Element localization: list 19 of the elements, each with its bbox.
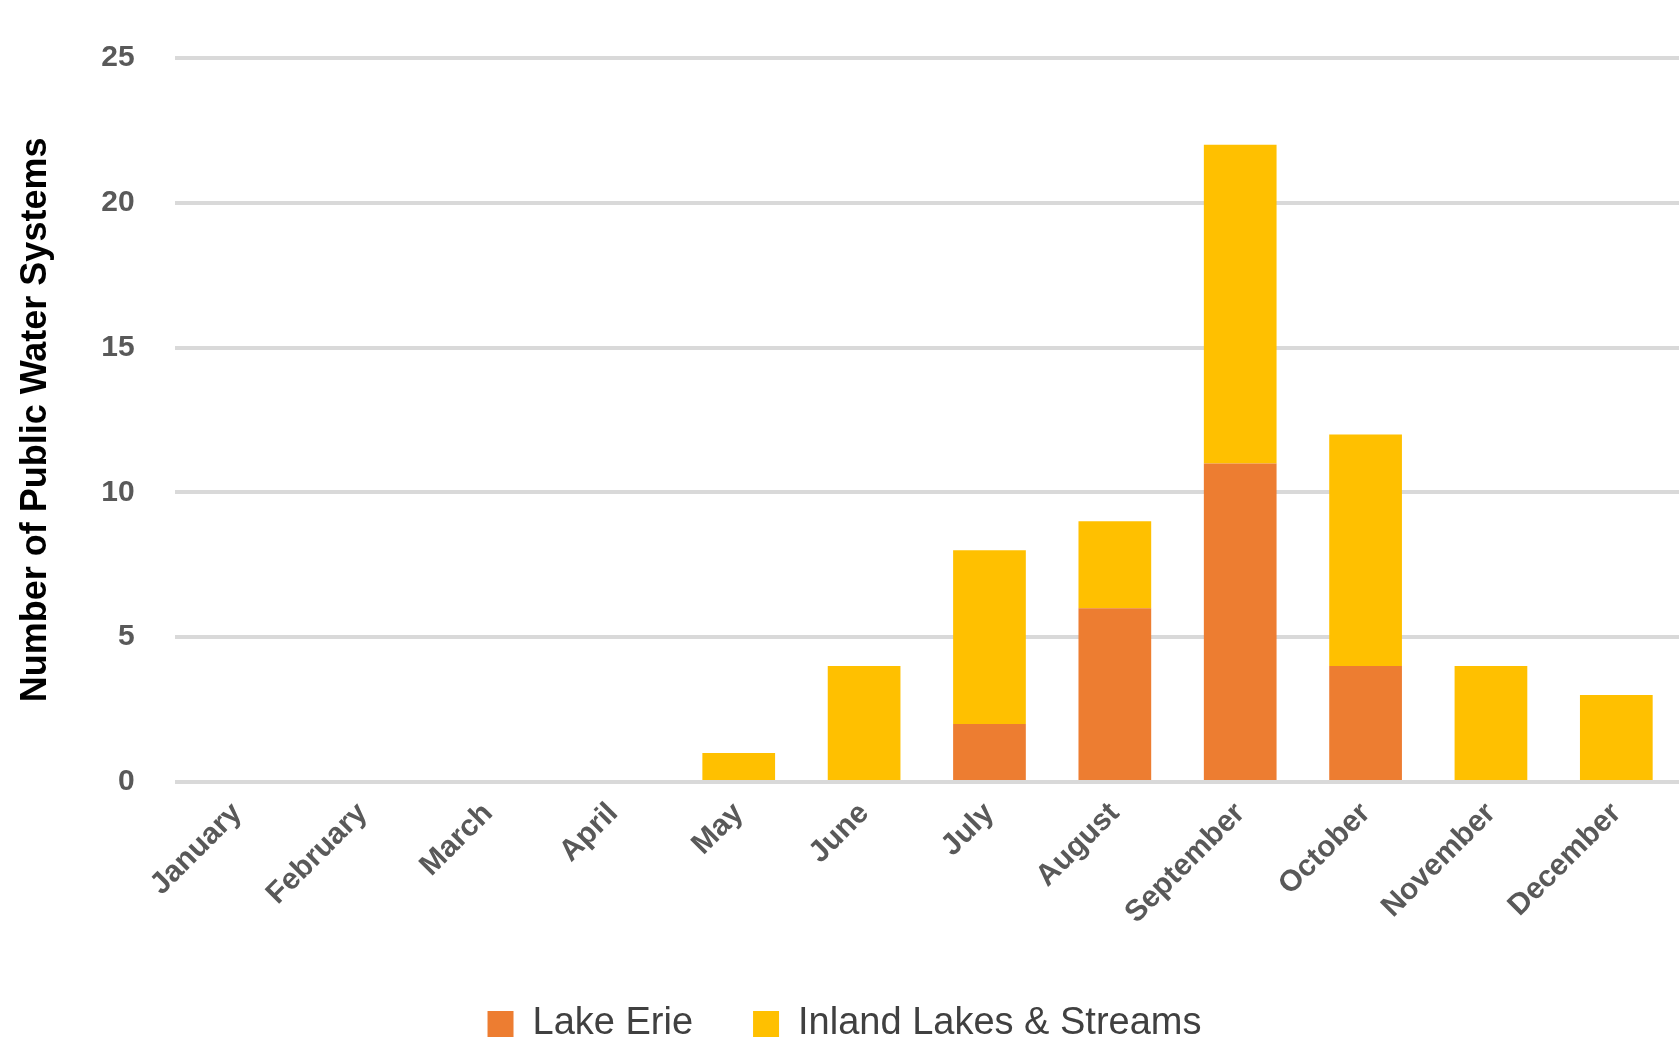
bar [702, 752, 776, 780]
legend-label: Inland Lakes & Streams [798, 1000, 1202, 1043]
bar [953, 723, 1026, 780]
bar [1078, 608, 1152, 780]
y-axis-title: Number of Public Water Systems [12, 137, 54, 703]
bar [1454, 666, 1528, 780]
bar [827, 666, 901, 780]
bar [1203, 463, 1277, 780]
bar [1579, 695, 1653, 780]
y-tick-label: 5 [117, 618, 135, 652]
y-tick-label: 10 [101, 473, 135, 507]
y-tick-label: 20 [101, 184, 135, 218]
y-tick-label: 15 [101, 328, 135, 362]
y-tick-label: 25 [101, 39, 135, 73]
legend-label: Lake Erie [532, 1000, 694, 1043]
bar [1329, 666, 1402, 780]
bar [953, 550, 1026, 724]
x-tick-label: May [684, 795, 750, 860]
y-tick-label: 0 [117, 763, 135, 797]
